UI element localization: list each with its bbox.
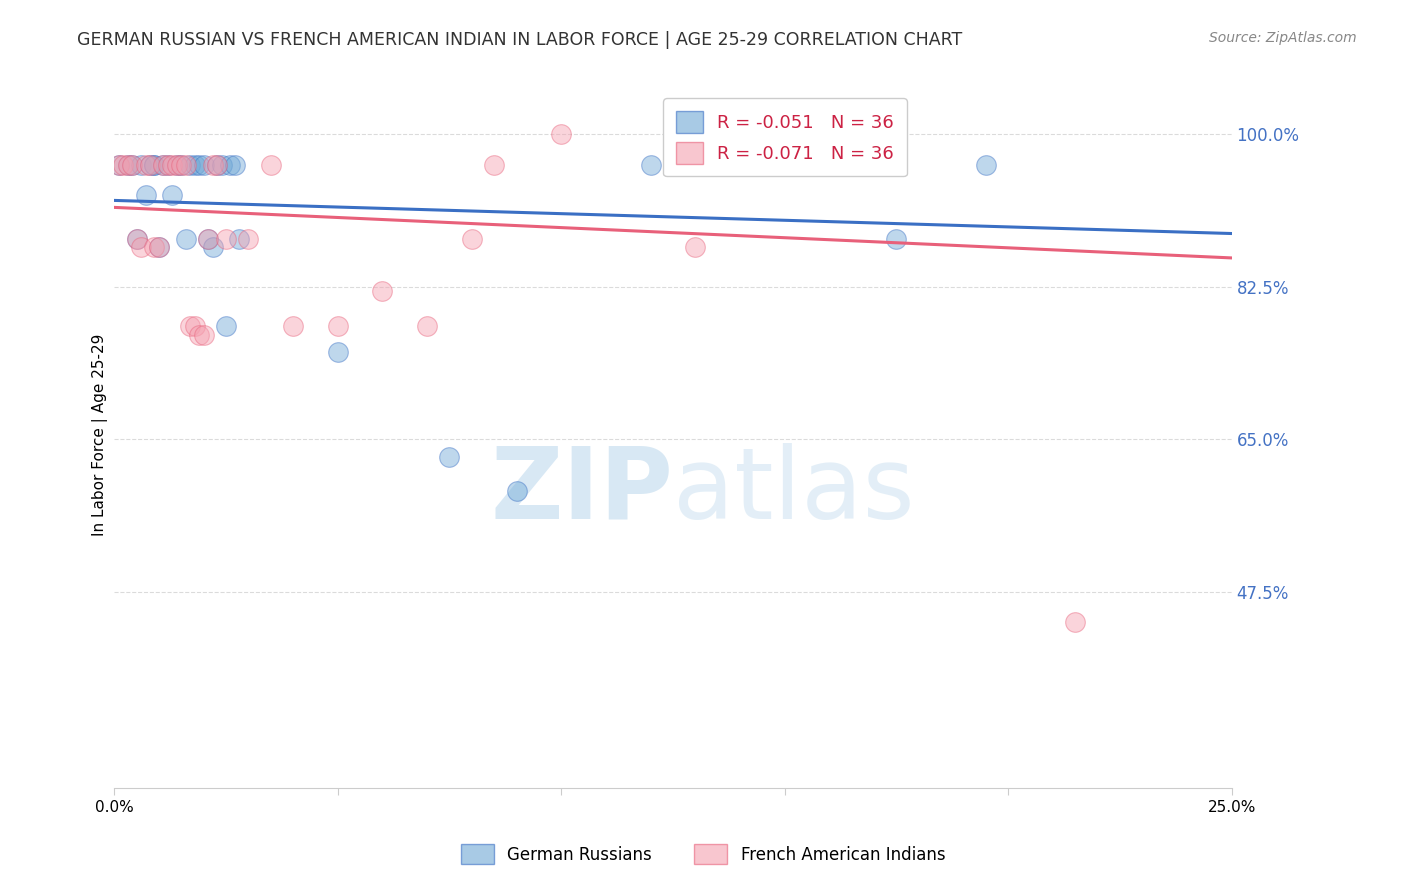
Point [439,450,461,464]
Point [416,318,439,333]
Point [179,158,201,172]
Point [201,240,224,254]
Point [134,188,156,202]
Point [188,158,211,172]
Point [197,232,219,246]
Point [183,318,205,333]
Point [166,158,188,172]
Point [112,158,135,172]
Point [117,158,139,172]
Point [121,158,143,172]
Point [228,232,250,246]
Point [162,158,184,172]
Point [174,158,197,172]
Point [205,158,228,172]
Point [371,284,394,298]
Point [121,158,143,172]
Point [143,240,166,254]
Legend: R = -0.051   N = 36, R = -0.071   N = 36: R = -0.051 N = 36, R = -0.071 N = 36 [664,98,907,177]
Point [215,318,238,333]
Point [143,158,166,172]
Point [174,232,197,246]
Point [179,318,201,333]
Point [107,158,129,172]
Point [224,158,246,172]
Point [162,188,184,202]
Point [685,240,707,254]
Text: atlas: atlas [673,442,915,540]
Point [129,240,152,254]
Point [152,158,174,172]
Point [197,232,219,246]
Point [193,158,215,172]
Point [125,232,148,246]
Point [156,158,179,172]
Legend: German Russians, French American Indians: German Russians, French American Indians [454,838,952,871]
Point [170,158,193,172]
Point [148,240,170,254]
Point [152,158,174,172]
Point [219,158,242,172]
Point [482,158,505,172]
Text: ZIP: ZIP [491,442,673,540]
Point [461,232,484,246]
Point [974,158,997,172]
Point [188,327,211,342]
Point [143,158,166,172]
Point [148,240,170,254]
Point [205,158,228,172]
Point [139,158,162,172]
Point [505,484,527,499]
Point [139,158,162,172]
Point [818,158,841,172]
Point [107,158,129,172]
Point [1064,615,1087,630]
Point [211,158,233,172]
Point [238,232,260,246]
Point [201,158,224,172]
Point [640,158,662,172]
Point [193,327,215,342]
Point [706,158,728,172]
Point [550,127,572,141]
Point [260,158,283,172]
Point [134,158,156,172]
Point [183,158,205,172]
Point [326,345,349,359]
Point [170,158,193,172]
Point [117,158,139,172]
Point [166,158,188,172]
Y-axis label: In Labor Force | Age 25-29: In Labor Force | Age 25-29 [93,334,108,536]
Point [125,232,148,246]
Point [156,158,179,172]
Point [886,232,908,246]
Point [129,158,152,172]
Point [281,318,304,333]
Point [326,318,349,333]
Text: GERMAN RUSSIAN VS FRENCH AMERICAN INDIAN IN LABOR FORCE | AGE 25-29 CORRELATION : GERMAN RUSSIAN VS FRENCH AMERICAN INDIAN… [77,31,963,49]
Text: Source: ZipAtlas.com: Source: ZipAtlas.com [1209,31,1357,45]
Point [818,158,841,172]
Point [215,232,238,246]
